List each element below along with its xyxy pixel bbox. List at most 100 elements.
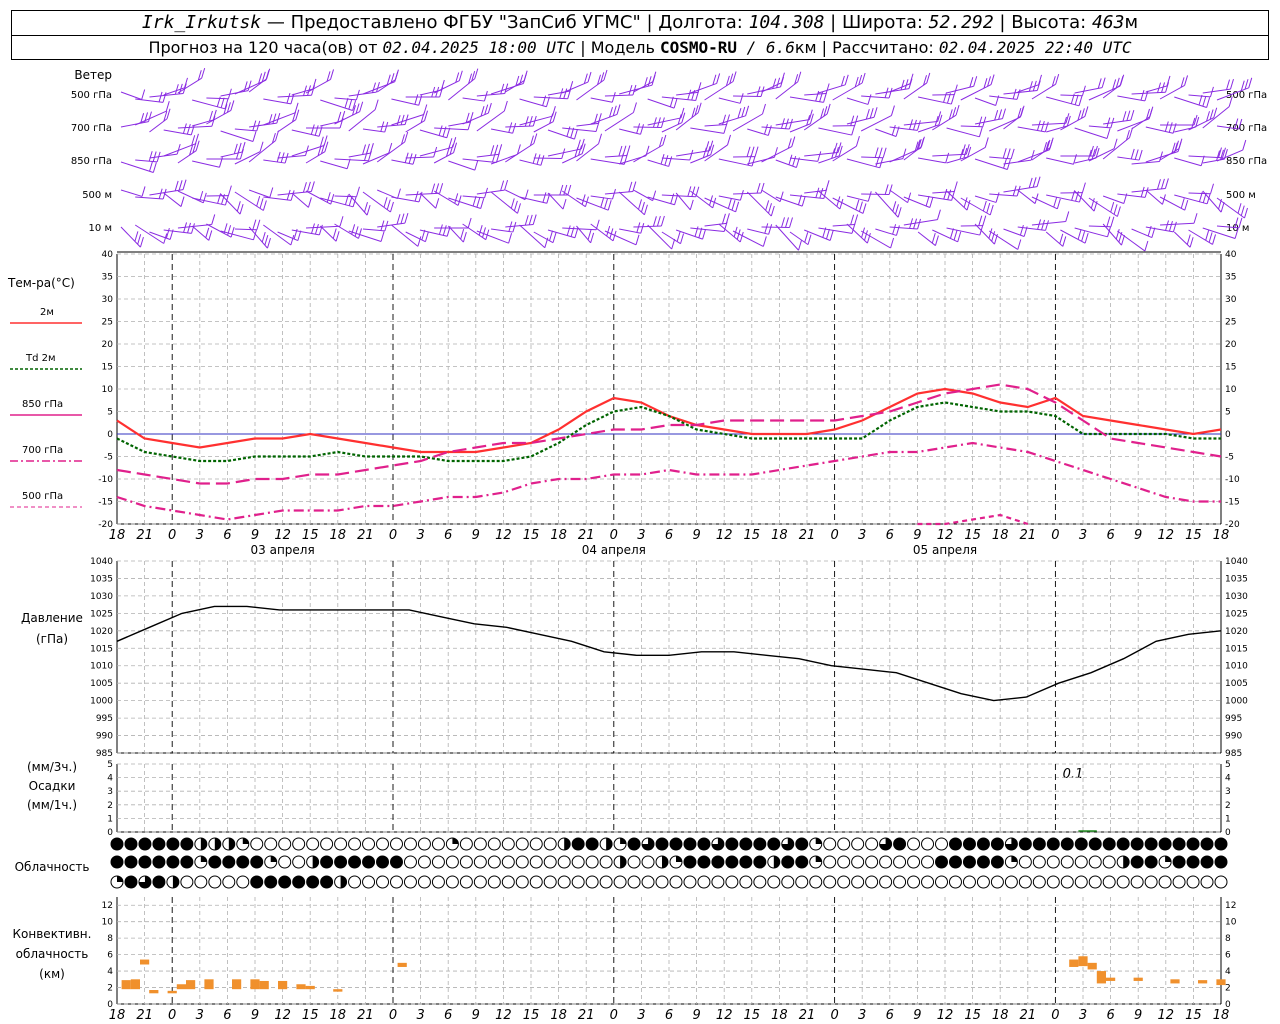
wind-barb-feather (863, 230, 868, 241)
wind-barb-shaft (903, 219, 938, 226)
wind-barb-shaft (932, 114, 957, 131)
wind-barb (818, 145, 843, 164)
wind-barb (647, 107, 685, 126)
wind-level-label: 850 гПа (71, 156, 112, 167)
cloud-symbol (669, 837, 683, 851)
wind-barb (633, 117, 665, 128)
wind-barb-feather (352, 105, 356, 116)
cloud-circle (417, 875, 431, 889)
temp-title: Тем-ра(°С) (7, 276, 75, 290)
wind-barb-feather (195, 140, 200, 151)
cloud-circle (837, 875, 851, 889)
wind-barb-shaft (505, 125, 534, 128)
wind-barb-feather (978, 116, 983, 127)
wind-barb-feather (851, 124, 856, 136)
cloud-symbol (739, 855, 753, 869)
wind-barb-shaft (775, 196, 803, 207)
wind-barb (334, 101, 364, 125)
cloud-circle (683, 855, 697, 869)
wind-barb-feather (223, 104, 228, 115)
wind-barb-feather (303, 85, 308, 96)
wind-barb-feather (797, 71, 802, 82)
wind-barb-shaft (1131, 228, 1153, 239)
wind-barb (519, 192, 551, 204)
wind-barb-feather (609, 107, 613, 118)
wind-barb (718, 190, 744, 201)
wind-barb-feather (266, 237, 271, 249)
wind-barb-feather (516, 144, 521, 155)
cloud-symbol (1172, 855, 1186, 869)
wind-barb (434, 217, 472, 229)
cloud-circle (697, 855, 711, 869)
wind-barb-shaft (434, 127, 469, 131)
wind-barb (803, 103, 831, 131)
wind-barb-shaft (832, 145, 857, 162)
precip-tick-label: 4 (107, 774, 113, 784)
wind-barb-feather (418, 191, 423, 203)
wind-barb-shaft (960, 197, 991, 216)
cloud-circle (417, 855, 431, 869)
conv-tick-label: 0 (1225, 1000, 1231, 1010)
wind-barb (804, 227, 834, 241)
precip-tick-label: 1 (107, 814, 113, 824)
wind-barb-feather (1115, 228, 1120, 240)
cloud-symbol (306, 875, 320, 889)
cloud-symbol (725, 837, 739, 851)
wind-barb-feather (1126, 110, 1131, 121)
cloud-circle (976, 875, 990, 889)
wind-barb (576, 113, 602, 127)
wind-barb-feather (1193, 213, 1198, 224)
wind-barb (120, 161, 157, 173)
precip-title: Осадки (29, 779, 76, 793)
wind-barb-feather (1228, 96, 1233, 107)
wind-barb-feather (374, 99, 379, 110)
cloud-circle (515, 837, 529, 851)
wind-barb-shaft (1074, 227, 1108, 238)
cloud-circle (1186, 837, 1200, 851)
wind-barb-feather (352, 100, 357, 111)
cloud-symbol (306, 855, 320, 869)
wind-barb (376, 131, 409, 163)
wind-barb-shaft (832, 82, 863, 101)
wind-barb-feather (768, 203, 772, 214)
wind-barb-shaft (1031, 220, 1066, 226)
cloud-circle (1046, 837, 1060, 851)
wind-barb-feather (598, 133, 603, 144)
wind-barb-feather (264, 234, 269, 246)
wind-barb-feather (674, 194, 679, 205)
conv-bar (397, 962, 407, 967)
wind-barb-shaft (974, 195, 997, 203)
wind-barb-feather (716, 73, 721, 84)
wind-barb (690, 190, 717, 209)
wind-barb-feather (139, 236, 144, 248)
wind-barb-feather (914, 141, 919, 152)
wind-barb (263, 224, 295, 246)
forecast-start: 02.04.2025 18:00 UTC (382, 38, 576, 57)
cloud-circle (1018, 875, 1032, 889)
conv-tick-label: 8 (107, 934, 113, 944)
cloud-symbol (348, 875, 362, 889)
wind-barb-feather (1220, 201, 1225, 213)
cloud-symbol (1018, 875, 1032, 889)
wind-barb-feather (607, 200, 612, 211)
wind-title: Ветер (74, 68, 112, 82)
wind-barb-shaft (376, 79, 396, 93)
wind-barb (647, 153, 673, 167)
wind-barb-feather (712, 197, 717, 208)
wind-barb-feather (1046, 139, 1051, 151)
pressure-tick-label: 1040 (90, 557, 113, 567)
wind-barb-shaft (1188, 117, 1214, 131)
wind-barb-feather (1138, 149, 1143, 161)
wind-barb (846, 191, 872, 202)
wind-barb-shaft (1160, 222, 1195, 226)
wind-barb-feather (567, 184, 572, 196)
wind-barb-feather (854, 214, 859, 225)
cloud-symbol (823, 855, 837, 869)
wind-barb-feather (552, 232, 557, 243)
wind-barb-feather (431, 183, 436, 194)
wind-barb-feather (1134, 149, 1139, 160)
wind-barb (1202, 190, 1225, 213)
temp-tick-label: 35 (102, 273, 113, 283)
wind-barb-feather (709, 140, 714, 151)
wind-barb-shaft (747, 128, 769, 136)
